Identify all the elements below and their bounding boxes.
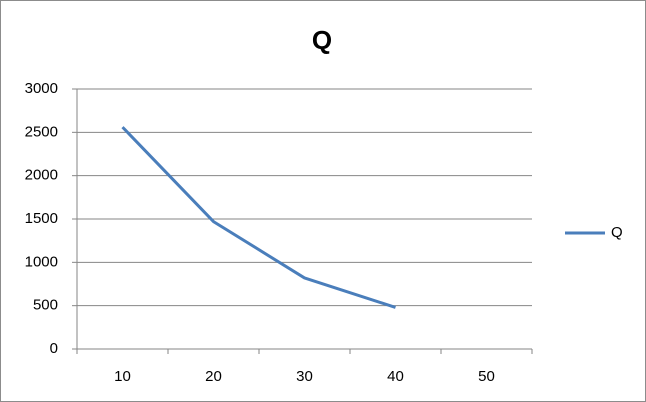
y-tick-label: 0	[50, 340, 58, 357]
x-tick-label: 30	[296, 368, 313, 385]
x-tick-label: 20	[205, 368, 222, 385]
y-tick-label: 500	[33, 297, 58, 314]
x-tick-label: 10	[114, 368, 131, 385]
y-tick-label: 2000	[25, 167, 58, 184]
x-tick-label: 50	[478, 368, 495, 385]
y-tick-label: 1500	[25, 210, 58, 227]
y-tick-label: 1000	[25, 253, 58, 270]
y-tick-label: 3000	[25, 80, 58, 97]
chart-title: Q	[312, 25, 332, 55]
y-tick-label: 2500	[25, 123, 58, 140]
line-series	[121, 126, 396, 309]
x-tick-label: 40	[387, 368, 404, 385]
legend-label: Q	[611, 224, 623, 241]
